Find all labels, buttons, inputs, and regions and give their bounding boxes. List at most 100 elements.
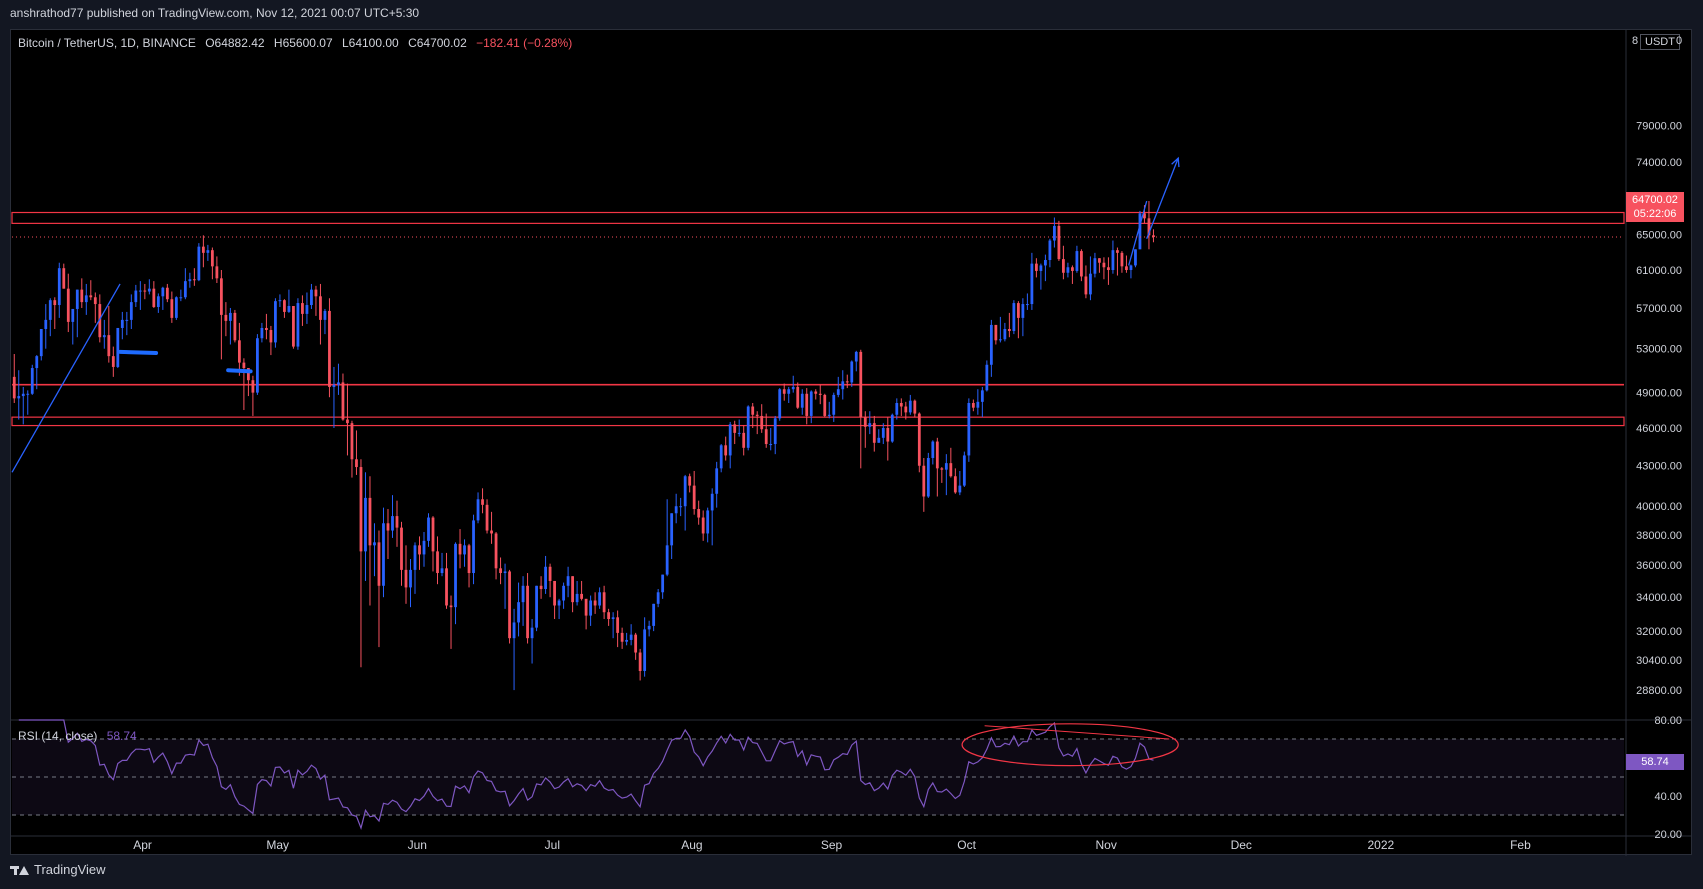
candle-body	[845, 381, 849, 383]
candle-body	[935, 441, 939, 469]
candle-body	[332, 384, 336, 387]
price-tick-label: 28800.00	[1636, 685, 1682, 697]
candle-body	[823, 394, 827, 416]
candle-body	[697, 509, 701, 518]
legend-change: −182.41 (−0.28%)	[476, 36, 573, 50]
candle-body	[201, 246, 205, 253]
symbol-name[interactable]: Bitcoin / TetherUS, 1D, BINANCE	[18, 36, 196, 50]
candle-body	[773, 418, 777, 445]
candle-body	[485, 504, 489, 531]
candle-body	[584, 598, 588, 616]
candle-body	[620, 632, 624, 642]
tradingview-footer: TradingView	[10, 862, 106, 877]
candle-body	[962, 455, 966, 486]
rsi-tick-label: 20.00	[1654, 829, 1682, 841]
candle-body	[467, 545, 471, 574]
candle-body	[21, 393, 25, 397]
candle-body	[814, 391, 818, 394]
rsi-divergence-ellipse[interactable]	[961, 723, 1179, 767]
candle-body	[120, 319, 124, 328]
candle-body	[998, 339, 1002, 341]
price-tick-label: 38000.00	[1636, 530, 1682, 542]
candle-body	[674, 506, 678, 514]
level-box-support-low[interactable]	[11, 416, 1625, 427]
candle-body	[976, 401, 980, 408]
candle-body	[755, 414, 759, 416]
candle-body	[895, 403, 899, 415]
candle-body	[409, 569, 412, 588]
candle-body	[116, 327, 120, 367]
legend-close: C64700.02	[408, 36, 467, 50]
trendline[interactable]	[11, 283, 121, 473]
chart-frame[interactable]	[10, 29, 1692, 855]
candle-body	[445, 568, 448, 606]
projection-arrow[interactable]	[1146, 157, 1179, 240]
candle-body	[296, 303, 300, 347]
candle-body	[382, 523, 385, 586]
rsi-label[interactable]: RSI (14, close)	[18, 729, 98, 743]
candle-body	[1007, 328, 1011, 332]
candle-body	[165, 287, 169, 300]
price-tick-label: 53000.00	[1636, 344, 1682, 356]
candle-body	[183, 281, 187, 298]
candle-body	[796, 386, 800, 408]
candle-body	[39, 328, 43, 357]
candle-body	[940, 468, 944, 470]
candle-body	[174, 297, 178, 318]
candle-body	[341, 382, 345, 420]
candle-body	[260, 327, 264, 339]
trendline[interactable]	[1128, 200, 1148, 266]
time-tick-label: Nov	[1096, 838, 1117, 852]
candle-body	[237, 340, 241, 363]
candle-body	[724, 445, 728, 456]
candle-body	[809, 391, 813, 416]
candle-body	[310, 289, 313, 306]
candle-body	[733, 424, 737, 433]
time-tick-label: Jun	[408, 838, 427, 852]
candle-body	[863, 417, 867, 427]
candle-body	[1053, 225, 1056, 241]
candle-body	[35, 356, 39, 369]
candle-body	[557, 600, 561, 606]
candle-body	[800, 393, 804, 408]
candle-body	[102, 335, 106, 338]
candle-body	[386, 523, 390, 531]
candle-body	[625, 639, 629, 642]
candle-body	[436, 551, 439, 574]
candle-body	[917, 413, 921, 466]
drawn-marker[interactable]	[118, 349, 159, 355]
candle-body	[611, 617, 615, 620]
time-tick-label: Oct	[957, 838, 976, 852]
candle-body	[904, 406, 908, 413]
candle-body	[859, 351, 863, 418]
price-tick-label: 74000.00	[1636, 157, 1682, 169]
candle-body	[782, 389, 786, 394]
candle-body	[98, 304, 102, 338]
candle-body	[391, 516, 394, 531]
candle-body	[656, 592, 660, 604]
candle-body	[647, 625, 651, 630]
drawn-marker[interactable]	[226, 368, 253, 374]
candle-body	[868, 423, 872, 427]
candle-body	[760, 415, 764, 430]
candle-body	[643, 629, 647, 671]
candle-body	[544, 566, 547, 590]
time-tick-label: Dec	[1231, 838, 1252, 852]
currency-selector[interactable]: USDT	[1640, 34, 1680, 50]
candle-body	[359, 467, 363, 552]
rsi-divergence-line[interactable]	[984, 725, 1170, 740]
candle-body	[652, 603, 656, 626]
rsi-band-fill	[12, 739, 1624, 815]
candle-body	[314, 289, 318, 297]
scale-suffix: 0	[1676, 35, 1683, 47]
candle-body	[215, 266, 219, 279]
candle-body	[75, 289, 79, 309]
candle-body	[1003, 328, 1007, 340]
candle-body	[1089, 273, 1092, 295]
candle-body	[283, 300, 286, 312]
level-box-resistance-top[interactable]	[11, 211, 1625, 224]
rsi-line	[18, 719, 1154, 830]
candle-body	[57, 268, 61, 306]
rsi-value-tag: 58.74	[1626, 754, 1684, 770]
